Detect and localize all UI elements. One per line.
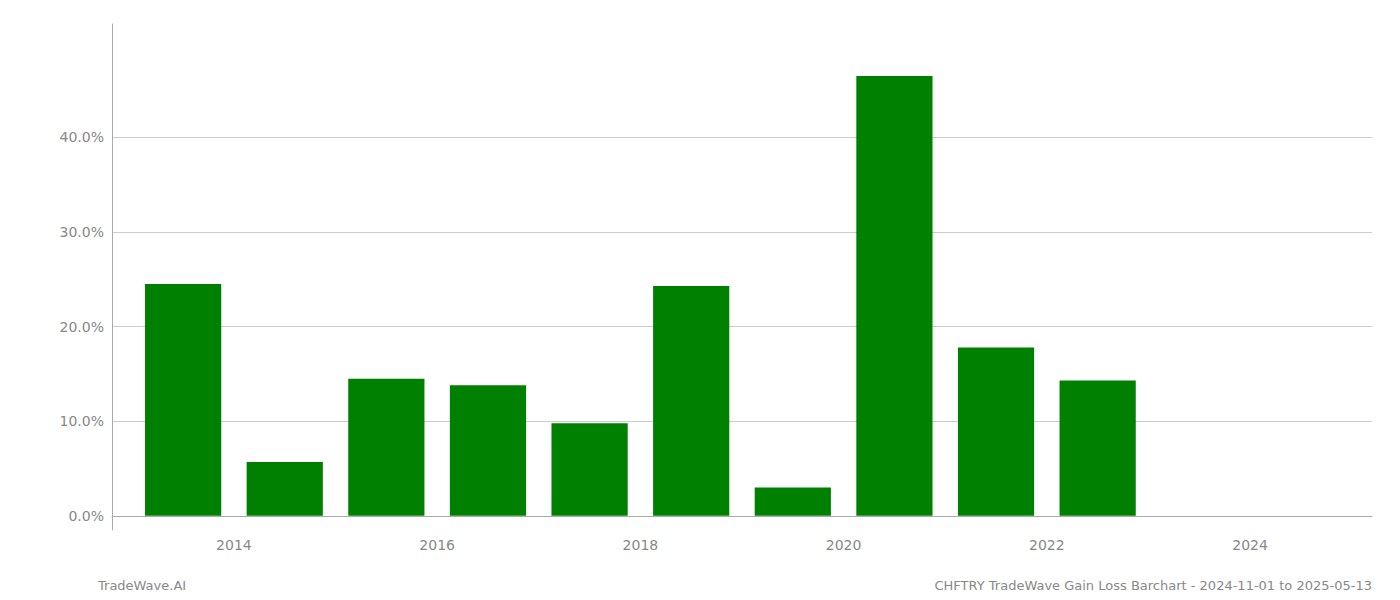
svg-text:CHFTRY TradeWave Gain Loss Bar: CHFTRY TradeWave Gain Loss Barchart - 20… [935,578,1373,593]
svg-text:10.0%: 10.0% [60,413,104,429]
svg-text:20.0%: 20.0% [60,319,104,335]
svg-text:40.0%: 40.0% [60,129,104,145]
svg-text:2014: 2014 [216,537,252,553]
svg-text:TradeWave.AI: TradeWave.AI [97,578,186,593]
svg-text:0.0%: 0.0% [68,508,104,524]
svg-text:2022: 2022 [1029,537,1065,553]
svg-text:2018: 2018 [623,537,659,553]
svg-text:2016: 2016 [419,537,455,553]
svg-text:2024: 2024 [1232,537,1268,553]
svg-text:2020: 2020 [826,537,862,553]
svg-text:30.0%: 30.0% [60,224,104,240]
